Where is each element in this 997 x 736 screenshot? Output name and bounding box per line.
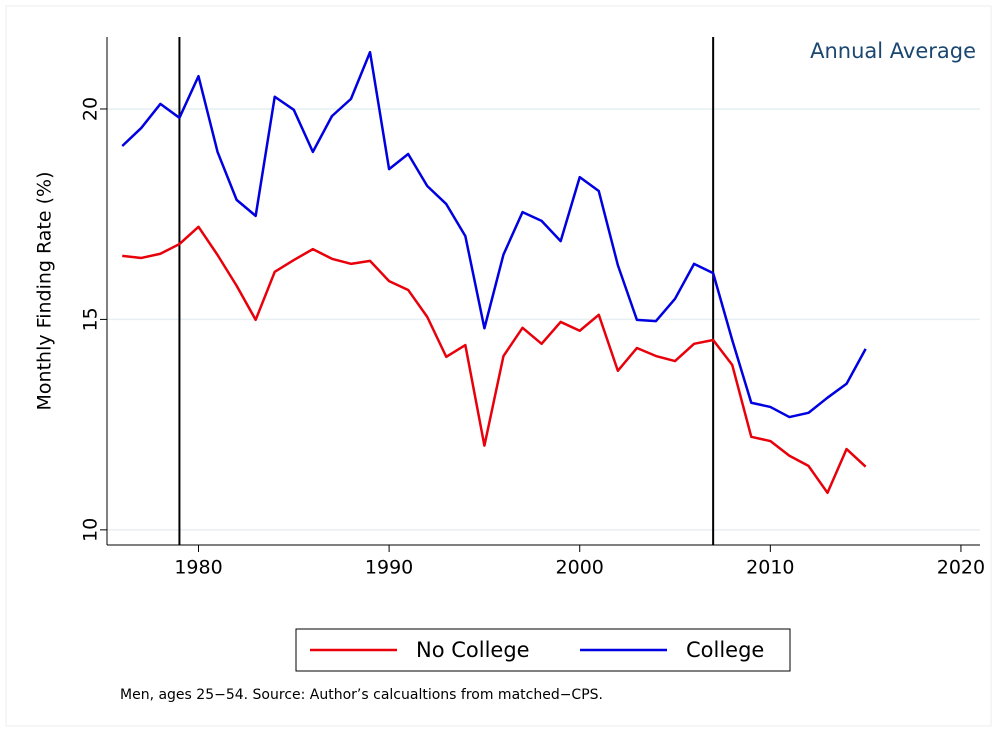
frame — [5, 5, 992, 727]
series-line — [121, 50, 867, 419]
x-tick-label: 2010 — [746, 557, 794, 579]
series-line — [122, 225, 867, 495]
note: Men, ages 25−54. Source: Author’s calcua… — [120, 687, 603, 703]
x-tick-label: 2000 — [556, 557, 604, 579]
y-tick-label: 10 — [80, 518, 102, 542]
legend-label: No College — [416, 638, 530, 662]
annotation: Annual Average — [810, 39, 976, 63]
y-tick-label: 20 — [80, 97, 102, 121]
x-tick-label: 1990 — [365, 557, 413, 579]
y-axis-title: Monthly Finding Rate (%) — [34, 172, 56, 411]
y-tick-label: 15 — [80, 307, 102, 331]
legend-label: College — [686, 638, 764, 662]
x-tick-label: 2020 — [937, 557, 985, 579]
x-tick-label: 1980 — [174, 557, 222, 579]
